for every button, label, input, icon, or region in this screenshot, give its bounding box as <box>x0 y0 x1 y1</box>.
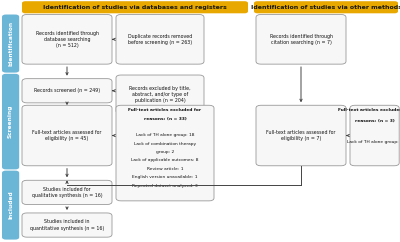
FancyBboxPatch shape <box>116 15 204 64</box>
FancyBboxPatch shape <box>116 105 214 201</box>
FancyBboxPatch shape <box>256 105 346 166</box>
FancyBboxPatch shape <box>22 79 112 103</box>
Text: Full-text articles excluded for: Full-text articles excluded for <box>338 108 400 112</box>
Text: Records identified through
database searching
(n = 512): Records identified through database sear… <box>36 31 98 48</box>
Text: Review article: 1: Review article: 1 <box>147 167 183 171</box>
FancyBboxPatch shape <box>350 105 399 166</box>
FancyBboxPatch shape <box>2 171 19 240</box>
Text: Full-text articles assessed for
eligibility (n = 45): Full-text articles assessed for eligibil… <box>32 130 102 141</box>
Text: Identification: Identification <box>8 21 13 66</box>
FancyBboxPatch shape <box>22 105 112 166</box>
Text: Lack of TH alone group: 3: Lack of TH alone group: 3 <box>347 140 400 144</box>
Text: Records identified through
citation searching (n = 7): Records identified through citation sear… <box>270 34 332 45</box>
Text: Studies included in
quantitative synthesis (n = 16): Studies included in quantitative synthes… <box>30 219 104 231</box>
FancyBboxPatch shape <box>116 75 204 114</box>
FancyBboxPatch shape <box>2 15 19 73</box>
Text: Identification of studies via other methods: Identification of studies via other meth… <box>250 5 400 10</box>
FancyBboxPatch shape <box>256 15 346 64</box>
Text: Lack of combination therapy: Lack of combination therapy <box>134 142 196 146</box>
Text: reasons: (n = 3): reasons: (n = 3) <box>355 119 394 123</box>
FancyBboxPatch shape <box>22 1 248 13</box>
Text: group: 2: group: 2 <box>156 150 174 154</box>
FancyBboxPatch shape <box>254 1 398 13</box>
FancyBboxPatch shape <box>22 180 112 204</box>
Text: reasons: (n = 33): reasons: (n = 33) <box>144 117 186 121</box>
Text: English version unavailable: 1: English version unavailable: 1 <box>132 175 198 179</box>
Text: Lack of TH alone group: 18: Lack of TH alone group: 18 <box>136 133 194 137</box>
Text: Duplicate records removed
before screening (n = 263): Duplicate records removed before screeni… <box>128 34 192 45</box>
FancyBboxPatch shape <box>2 74 19 169</box>
Text: Records screened (n = 249): Records screened (n = 249) <box>34 88 100 93</box>
Text: Identification of studies via databases and registers: Identification of studies via databases … <box>43 5 227 10</box>
FancyBboxPatch shape <box>22 15 112 64</box>
Text: Lack of applicable outcomes: 8: Lack of applicable outcomes: 8 <box>131 159 199 162</box>
Text: Full-text articles excluded for: Full-text articles excluded for <box>128 108 202 112</box>
Text: Records excluded by title,
abstract, and/or type of
publication (n = 204): Records excluded by title, abstract, and… <box>129 86 191 103</box>
Text: Studies included for
qualitative synthesis (n = 16): Studies included for qualitative synthes… <box>32 187 102 198</box>
Text: Included: Included <box>8 191 13 219</box>
Text: Full-text articles assessed for
eligibility (n = 7): Full-text articles assessed for eligibil… <box>266 130 336 141</box>
Text: Repeated dataset analyzed: 3: Repeated dataset analyzed: 3 <box>132 183 198 188</box>
FancyBboxPatch shape <box>22 213 112 237</box>
Text: Screening: Screening <box>8 105 13 138</box>
